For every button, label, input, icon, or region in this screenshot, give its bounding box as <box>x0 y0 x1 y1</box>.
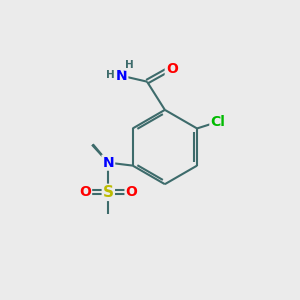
Text: N: N <box>103 156 114 170</box>
Text: O: O <box>79 185 91 200</box>
Text: N: N <box>116 69 127 83</box>
Text: O: O <box>166 61 178 76</box>
Text: H: H <box>106 70 115 80</box>
Text: Cl: Cl <box>210 115 225 129</box>
Text: O: O <box>126 185 137 200</box>
Text: H: H <box>125 60 134 70</box>
Text: S: S <box>103 185 114 200</box>
